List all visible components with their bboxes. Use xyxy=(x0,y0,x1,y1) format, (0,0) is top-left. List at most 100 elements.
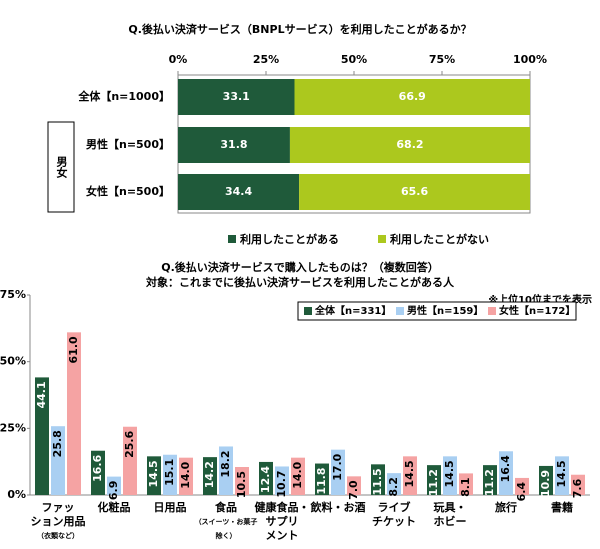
bar xyxy=(483,465,497,495)
bar xyxy=(123,426,137,495)
y-tick-label: 女性【n=500】 xyxy=(86,184,170,198)
legend-swatch xyxy=(488,307,496,315)
bar xyxy=(235,467,249,495)
bar xyxy=(539,465,553,495)
value-label: 6.4 xyxy=(515,482,528,502)
value-label: 44.1 xyxy=(35,381,48,408)
legend-label: 全体【n=331】 xyxy=(314,304,391,317)
value-label: 11.5 xyxy=(371,468,384,495)
bar-segment xyxy=(289,127,530,163)
bar xyxy=(347,476,361,495)
x-tick-label: 玩具・ xyxy=(434,501,467,514)
x-tick-label: ション用品 xyxy=(31,515,86,528)
bar xyxy=(107,476,121,495)
x-tick-label: 100% xyxy=(513,53,547,66)
x-tick-label: 化粧品 xyxy=(98,500,131,514)
value-label: 31.8 xyxy=(220,138,247,151)
value-label: 8.1 xyxy=(459,477,472,497)
value-label: 11.2 xyxy=(483,469,496,496)
bar xyxy=(555,456,569,495)
bar-segment xyxy=(294,79,530,115)
value-label: 14.5 xyxy=(147,460,160,487)
legend-swatch xyxy=(228,235,236,243)
value-label: 11.2 xyxy=(427,469,440,496)
bar-segment xyxy=(299,174,530,210)
y-tick-label: 50% xyxy=(0,355,26,368)
bar xyxy=(35,377,49,495)
legend-swatch xyxy=(304,307,312,315)
value-label: 25.6 xyxy=(123,430,136,457)
value-label: 10.5 xyxy=(235,471,248,498)
row-group-label: 男女 xyxy=(55,156,68,179)
value-label: 7.6 xyxy=(571,478,584,498)
y-tick-label: 男性【n=500】 xyxy=(86,137,170,151)
x-tick-label: 書籍 xyxy=(551,500,573,514)
x-tick-label: 50% xyxy=(341,53,367,66)
chart-title: Q.後払い決済サービスで購入したものは？（複数回答） xyxy=(161,260,439,274)
value-label: 16.6 xyxy=(91,454,104,481)
value-label: 33.1 xyxy=(223,90,250,103)
value-label: 14.5 xyxy=(403,460,416,487)
value-label: 7.0 xyxy=(347,480,360,500)
legend-label: 利用したことがある xyxy=(240,232,339,246)
x-tick-label: 0% xyxy=(169,53,188,66)
value-label: 6.9 xyxy=(107,481,120,501)
value-label: 14.5 xyxy=(443,460,456,487)
bar xyxy=(371,464,385,495)
chart-title: Q.後払い決済サービス（BNPLサービス）を利用したことがあるか？ xyxy=(128,22,471,36)
bar xyxy=(427,465,441,495)
bar xyxy=(219,446,233,495)
y-tick-label: 全体【n=1000】 xyxy=(77,89,170,103)
bar xyxy=(291,457,305,495)
x-tick-label: ファッ xyxy=(42,501,75,514)
value-label: 12.4 xyxy=(259,466,272,493)
x-tick-label: 75% xyxy=(429,53,455,66)
legend-box xyxy=(297,301,577,321)
x-tick-label: （衣類など） xyxy=(37,531,79,540)
x-tick-label: ホビー xyxy=(434,514,467,528)
value-label: 14.0 xyxy=(179,461,192,488)
value-label: 14.0 xyxy=(291,461,304,488)
bar xyxy=(315,463,329,495)
value-label: 10.7 xyxy=(275,470,288,497)
legend-swatch xyxy=(378,235,386,243)
x-tick-label: チケット xyxy=(372,515,416,528)
bar xyxy=(403,456,417,495)
bar xyxy=(275,466,289,495)
value-label: 17.0 xyxy=(331,453,344,480)
bar xyxy=(459,473,473,495)
bar-segment xyxy=(178,174,300,210)
legend-label: 女性【n=172】 xyxy=(499,304,575,317)
value-label: 11.8 xyxy=(315,468,328,495)
value-label: 25.8 xyxy=(51,430,64,457)
value-label: 68.2 xyxy=(396,138,423,151)
bar xyxy=(499,451,513,495)
bar xyxy=(331,449,345,495)
value-label: 65.6 xyxy=(401,185,428,198)
x-tick-label: 25% xyxy=(253,53,279,66)
value-label: 8.2 xyxy=(387,477,400,497)
x-tick-label: （スイーツ・お菓子 xyxy=(195,517,258,526)
bar xyxy=(515,477,529,495)
bar xyxy=(443,456,457,495)
x-tick-label: 食品 xyxy=(215,500,237,514)
bar xyxy=(259,461,273,495)
bar xyxy=(387,473,401,495)
x-tick-label: 旅行 xyxy=(495,500,517,514)
value-label: 14.5 xyxy=(555,460,568,487)
value-label: 34.4 xyxy=(225,185,252,198)
bar xyxy=(163,454,177,495)
bar xyxy=(571,474,585,495)
bar-segment xyxy=(178,79,295,115)
x-tick-label: 飲料・お酒 xyxy=(310,500,366,514)
value-label: 10.9 xyxy=(539,470,552,497)
x-tick-label: 除く） xyxy=(216,531,237,540)
group-box xyxy=(47,121,75,213)
bar-segment xyxy=(178,127,290,163)
value-label: 16.4 xyxy=(499,455,512,482)
bar xyxy=(203,457,217,495)
value-label: 66.9 xyxy=(399,90,426,103)
x-tick-label: メント xyxy=(266,529,299,542)
x-tick-label: ライブ xyxy=(378,500,411,514)
legend-swatch xyxy=(396,307,404,315)
